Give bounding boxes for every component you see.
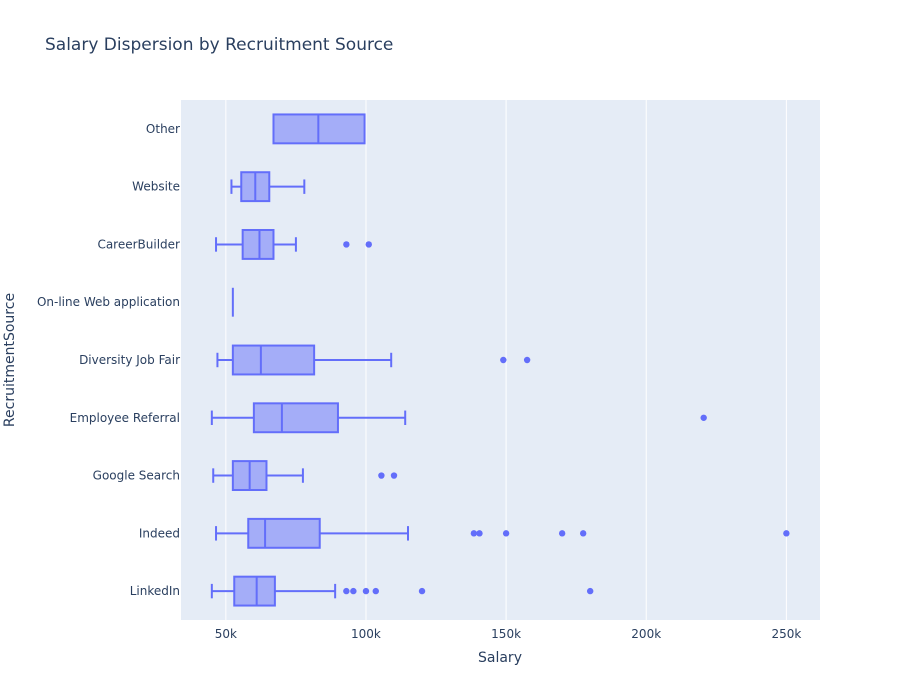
- y-tick-label: Google Search: [93, 469, 180, 483]
- y-tick-label: On-line Web application: [37, 295, 180, 309]
- y-tick-label: Website: [132, 180, 180, 194]
- outlier-point: [343, 241, 350, 248]
- box-careerbuilder: [215, 229, 372, 260]
- box-diversity-job-fair: [216, 344, 531, 376]
- x-tick-label: 150k: [491, 627, 521, 641]
- box-indeed: [215, 517, 790, 549]
- outlier-point: [700, 414, 707, 421]
- outlier-point: [500, 356, 507, 364]
- boxes-layer: [210, 113, 790, 607]
- y-axis-ticks: Other Website CareerBuilder On-line Web app…: [37, 122, 180, 598]
- x-axis-title: Salary: [478, 650, 522, 666]
- outlier-point: [523, 356, 531, 364]
- outlier-point: [476, 530, 483, 537]
- outlier-point: [783, 530, 790, 537]
- chart-title: Salary Dispersion by Recruitment Source: [45, 35, 393, 55]
- box-iqr: [233, 575, 276, 607]
- outlier-point: [470, 530, 478, 537]
- y-tick-label: Indeed: [139, 526, 180, 540]
- y-tick-label: LinkedIn: [130, 584, 180, 598]
- x-tick-label: 100k: [351, 627, 381, 641]
- box-employee-referral: [210, 402, 707, 434]
- outlier-point: [502, 530, 510, 537]
- outlier-point: [579, 530, 587, 537]
- x-tick-label: 250k: [771, 627, 801, 641]
- box-google-search: [212, 460, 398, 492]
- y-tick-label: CareerBuilder: [97, 237, 180, 251]
- outlier-point: [418, 587, 426, 595]
- outlier-point: [365, 241, 372, 248]
- box-iqr: [241, 229, 275, 260]
- outlier-point: [558, 530, 566, 537]
- outlier-point: [586, 587, 594, 595]
- x-axis-ticks: 50k 100k 150k 200k 250k: [215, 627, 802, 641]
- y-tick-label: Other: [146, 122, 180, 136]
- y-tick-label: Employee Referral: [70, 411, 180, 425]
- box-other: [272, 113, 366, 145]
- x-tick-label: 200k: [631, 627, 661, 641]
- outlier-point: [378, 472, 385, 479]
- outlier-point: [343, 587, 350, 595]
- y-tick-label: Diversity Job Fair: [79, 353, 180, 367]
- outlier-point: [362, 587, 370, 595]
- box-iqr: [231, 344, 316, 376]
- box-linkedin: [210, 575, 594, 607]
- x-tick-label: 50k: [215, 627, 237, 641]
- box-iqr: [252, 402, 339, 434]
- box-iqr: [247, 517, 321, 549]
- box-website: [230, 171, 306, 203]
- outlier-point: [390, 472, 398, 479]
- y-axis-title: RecruitmentSource: [2, 293, 18, 427]
- outlier-point: [350, 587, 357, 595]
- outlier-point: [372, 587, 379, 595]
